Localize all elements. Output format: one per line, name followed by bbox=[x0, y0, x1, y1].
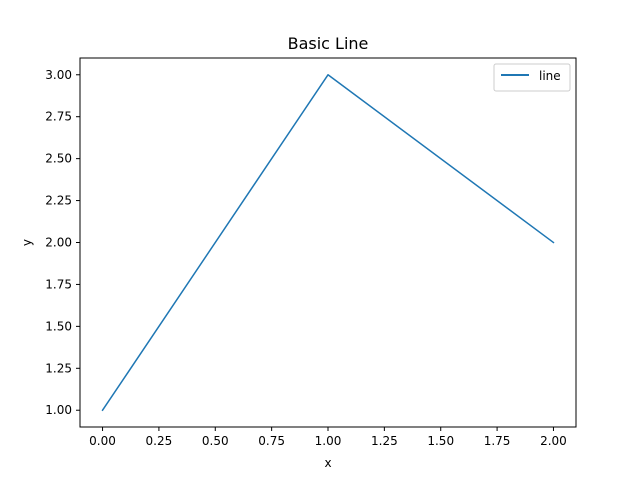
legend-box bbox=[493, 63, 571, 92]
y-tick-label: 2.75 bbox=[45, 110, 72, 124]
x-tick-label: 0.75 bbox=[258, 434, 285, 448]
plot-area: 0.00 0.25 0.50 0.75 1.00 1.25 1.50 1.75 2.00 1.00… bbox=[45, 57, 577, 448]
series-group bbox=[101, 74, 555, 412]
x-tick-label: 0.00 bbox=[89, 434, 116, 448]
axes-frame bbox=[79, 57, 577, 428]
x-tick-label: 1.75 bbox=[484, 434, 511, 448]
y-tick-label: 1.25 bbox=[45, 361, 72, 375]
legend: line bbox=[493, 63, 571, 92]
x-tick-label: 1.50 bbox=[427, 434, 454, 448]
chart-title: Basic Line bbox=[288, 34, 369, 53]
x-tick-label: 0.50 bbox=[202, 434, 229, 448]
y-tick-label: 3.00 bbox=[45, 68, 72, 82]
x-tick-label: 2.00 bbox=[540, 434, 567, 448]
y-tick-label: 1.50 bbox=[45, 319, 72, 333]
tick-group: 0.00 0.25 0.50 0.75 1.00 1.25 1.50 1.75 2.00 1.00… bbox=[45, 68, 567, 448]
x-axis-label: x bbox=[324, 456, 331, 470]
x-tick-label: 0.25 bbox=[146, 434, 173, 448]
y-tick-label: 1.00 bbox=[45, 403, 72, 417]
x-tick-label: 1.25 bbox=[371, 434, 398, 448]
legend-label: line bbox=[539, 69, 561, 83]
series-line-line bbox=[101, 74, 555, 412]
x-tick-label: 1.00 bbox=[315, 434, 342, 448]
y-tick-label: 2.25 bbox=[45, 194, 72, 208]
y-axis-label: y bbox=[20, 239, 34, 246]
y-tick-label: 2.00 bbox=[45, 236, 72, 250]
y-tick-label: 1.75 bbox=[45, 277, 72, 291]
y-tick-label: 2.50 bbox=[45, 152, 72, 166]
